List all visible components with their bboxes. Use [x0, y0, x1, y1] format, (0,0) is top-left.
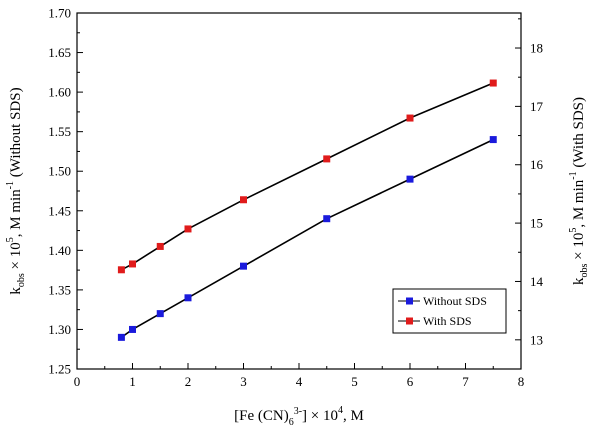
x-tick-label: 6 [407, 374, 414, 389]
data-point-with-sds [323, 155, 331, 163]
left-y-axis-ticks: 1.25 1.30 1.35 1.40 1.45 1.50 1.55 1.60 1.65 1.70 [48, 6, 83, 377]
data-point-with-sds [406, 114, 414, 122]
y-tick-label: 1.55 [48, 124, 71, 139]
y2-tick-label: 17 [530, 99, 544, 114]
data-point-without-sds [117, 333, 125, 341]
x-tick-label: 3 [240, 374, 247, 389]
legend-box [392, 288, 507, 334]
data-point-without-sds [489, 136, 497, 144]
legend-item-with-sds: With SDS [398, 314, 472, 328]
y-tick-label: 1.35 [48, 282, 71, 297]
y-tick-label: 1.65 [48, 45, 71, 60]
right-y-axis-ticks: 13 14 15 16 17 18 [515, 18, 544, 370]
x-tick-label: 8 [518, 374, 525, 389]
x-tick-label: 7 [462, 374, 469, 389]
x-tick-label: 4 [296, 374, 303, 389]
legend-label-with-sds: With SDS [423, 314, 472, 328]
y2-tick-label: 13 [530, 332, 543, 347]
series-layer [117, 79, 497, 341]
y-tick-label: 1.30 [48, 322, 71, 337]
legend-label-without-sds: Without SDS [423, 294, 487, 308]
data-point-with-sds [184, 225, 192, 233]
y-tick-label: 1.60 [48, 85, 71, 100]
data-point-without-sds [184, 294, 192, 302]
x-tick-label: 0 [74, 374, 81, 389]
y-tick-label: 1.70 [48, 6, 71, 21]
y2-tick-label: 14 [530, 274, 544, 289]
series-line-without-sds [120, 138, 494, 339]
y2-tick-label: 16 [530, 157, 544, 172]
data-point-without-sds [129, 325, 136, 333]
data-point-with-sds [129, 260, 136, 268]
data-point-with-sds [117, 266, 125, 274]
legend-item-without-sds: Without SDS [398, 294, 487, 308]
x-tick-label: 5 [351, 374, 358, 389]
data-point-without-sds [240, 262, 247, 270]
y-tick-label: 1.45 [48, 203, 71, 218]
y2-tick-label: 18 [530, 41, 543, 56]
data-point-without-sds [406, 175, 414, 183]
y-tick-label: 1.25 [48, 362, 71, 377]
y-tick-label: 1.40 [48, 243, 71, 258]
left-y-axis-label: kobs × 105, M min-1 (Without SDS) [5, 87, 27, 294]
data-point-with-sds [240, 196, 247, 204]
y-tick-label: 1.50 [48, 164, 71, 179]
legend-marker-without-sds [406, 297, 413, 305]
x-tick-label: 2 [185, 374, 192, 389]
legend: Without SDS With SDS [392, 288, 507, 334]
x-tick-label: 1 [129, 374, 136, 389]
series-line-with-sds [121, 82, 494, 271]
y2-tick-label: 15 [530, 216, 543, 231]
data-point-without-sds [323, 215, 331, 223]
right-y-axis-label: kobs × 105, M min-1 (With SDS) [568, 97, 590, 285]
data-point-with-sds [156, 242, 164, 250]
data-point-without-sds [156, 310, 164, 318]
x-axis-label: [Fe (CN)63-] × 104, M [234, 405, 364, 428]
data-point-with-sds [489, 79, 497, 87]
x-axis-ticks: 0 1 2 3 4 5 6 7 8 [74, 363, 525, 389]
legend-marker-with-sds [406, 317, 413, 325]
